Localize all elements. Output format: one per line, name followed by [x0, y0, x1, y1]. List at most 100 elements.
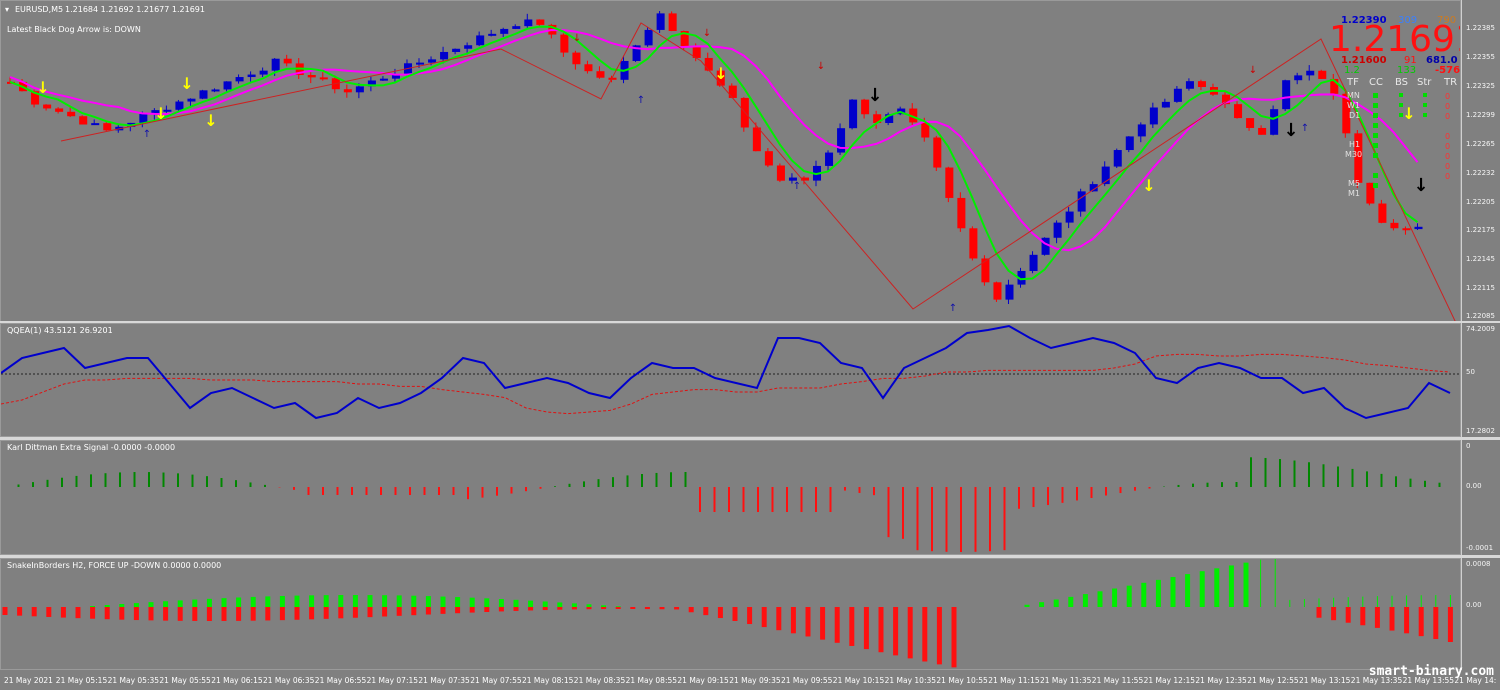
candle — [1366, 182, 1375, 204]
karl-scale[interactable]: 0 0.00 -0.0001 — [1461, 440, 1500, 555]
karl-dittman-pane[interactable]: Karl Dittman Extra Signal -0.0000 -0.000… — [0, 440, 1461, 555]
dashboard-row2-left: 1.21600 — [1341, 55, 1387, 66]
main-chart-pane[interactable]: ↓ ↓ ↓ ↓ ↓ ↓ ↓ ↓ ↓ ↓ ↓ ↓ ↓ ↓ ↑ ↑ ↑ ↑ ↑ ▾ EURUSD,M5 1.21684 … — [0, 0, 1461, 322]
black-arrow-icon: ↓ — [1283, 120, 1298, 141]
magenta-ma-line — [9, 29, 1419, 252]
main-price-scale[interactable]: 1.22385 1.22355 1.22325 1.22299 1.22265 … — [1461, 0, 1500, 322]
time-label: 21 May 07:55 — [470, 676, 522, 685]
dashboard-top-left: 1.22390 — [1341, 15, 1387, 26]
candle — [283, 58, 292, 64]
candle — [223, 81, 232, 90]
yellow-arrow-icon: ↓ — [1142, 176, 1155, 195]
candle — [1258, 127, 1267, 135]
candle — [1005, 284, 1014, 300]
candle — [1161, 101, 1170, 108]
candle — [572, 52, 581, 65]
candle — [163, 109, 172, 112]
candle — [187, 98, 196, 102]
candle — [909, 108, 918, 123]
candle — [849, 99, 858, 129]
candle — [1318, 70, 1327, 79]
blue-up-arrow-icon: ↑ — [793, 181, 801, 192]
dashboard-row2-right: 681.0 — [1426, 55, 1458, 66]
price-tick: 1.22115 — [1466, 284, 1495, 292]
zigzag-line — [60, 22, 1456, 321]
karl-tick: 0.00 — [1466, 482, 1482, 490]
tf-mn: MN — [1347, 91, 1360, 100]
candle — [825, 152, 834, 166]
dashboard-top-mid: 309 — [1398, 15, 1418, 26]
candle — [343, 89, 352, 93]
candle — [1077, 191, 1086, 212]
candle — [247, 74, 256, 78]
black-arrow-icon: ↓ — [867, 85, 882, 106]
candle — [464, 45, 473, 49]
yellow-arrow-icon: ↓ — [1402, 104, 1415, 123]
snake-borders-pane[interactable]: SnakeInBorders H2, FORCE UP -DOWN 0.0000… — [0, 558, 1461, 670]
candle — [800, 177, 809, 181]
candle — [776, 165, 785, 181]
candle — [969, 228, 978, 259]
candle — [31, 91, 40, 105]
candle — [271, 58, 280, 71]
karl-dittman-canvas — [17, 457, 1441, 552]
candle — [680, 30, 689, 47]
price-tick: 1.22145 — [1466, 255, 1495, 263]
dashboard-big-price: 1.21691 — [1329, 19, 1460, 60]
time-label: 21 May 2021 — [4, 676, 53, 685]
time-label: 21 May 05:15 — [55, 676, 108, 685]
symbol-dropdown-icon[interactable]: ▾ — [5, 5, 10, 14]
candle — [175, 101, 184, 110]
price-tick: 1.22325 — [1466, 82, 1495, 90]
candle — [728, 85, 737, 98]
table-header-tr: TR — [1444, 77, 1458, 88]
svg-text:0: 0 — [1445, 162, 1450, 171]
candle — [55, 108, 64, 112]
qqea-signal-line — [1, 353, 1451, 415]
time-axis[interactable]: 21 May 2021 21 May 05:15 21 May 05:35 21 Ma… — [0, 664, 1500, 690]
candle — [43, 104, 52, 109]
price-chart-canvas[interactable]: ↓ ↓↓ ↓↓↓↓↓↓↓↓ ↓↓ ↓↑↑↑↑↑ — [1, 1, 1461, 322]
time-label: 21 May 07:35 — [418, 676, 470, 685]
time-label: 21 May 06:15 — [211, 676, 263, 685]
snake-borders-label: SnakeInBorders H2, FORCE UP -DOWN 0.0000… — [7, 561, 222, 570]
candle — [837, 128, 846, 153]
black-dog-arrow-note: Latest Black Dog Arrow is: DOWN — [7, 25, 141, 34]
candle — [1197, 81, 1206, 88]
yellow-arrow-icon: ↓ — [204, 111, 217, 130]
pane-separator[interactable] — [0, 321, 1500, 324]
time-label: 21 May 13:15 — [1299, 676, 1351, 685]
candle — [235, 77, 244, 82]
candle — [536, 19, 545, 25]
qqea-pane[interactable]: QQEA(1) 43.5121 26.9201 — [0, 323, 1461, 437]
green-ma-line — [9, 25, 1419, 281]
svg-text:0: 0 — [1445, 132, 1450, 141]
price-tick: 1.22355 — [1466, 53, 1495, 61]
svg-text:0: 0 — [1445, 102, 1450, 111]
candle — [1185, 81, 1194, 89]
candle — [1294, 75, 1303, 81]
tf-d1: D1 — [1349, 111, 1361, 120]
candle — [1342, 93, 1351, 134]
candle — [307, 75, 316, 78]
candle — [139, 114, 148, 123]
candle — [500, 28, 509, 34]
candle — [151, 110, 160, 115]
candle — [1306, 70, 1315, 76]
qqea-scale[interactable]: 74.2009 50 17.2802 — [1461, 323, 1500, 437]
candle — [1125, 136, 1134, 151]
snake-scale[interactable]: 0.0008 0.00 — [1461, 558, 1500, 670]
snake-borders-canvas — [2, 559, 1453, 668]
time-label: 21 May 12:15 — [1143, 676, 1196, 685]
snake-tick: 0.00 — [1466, 601, 1482, 609]
candle — [1222, 94, 1231, 105]
time-label: 21 May 08:55 — [625, 676, 678, 685]
time-label: 21 May 05:55 — [159, 676, 211, 685]
pane-separator[interactable] — [0, 437, 1500, 440]
time-label: 21 May 11:55 — [1091, 676, 1144, 685]
watermark: smart-binary.com — [1368, 664, 1494, 679]
pane-separator[interactable] — [0, 555, 1500, 558]
qqea-tick: 50 — [1466, 368, 1475, 376]
candle — [1017, 270, 1026, 285]
